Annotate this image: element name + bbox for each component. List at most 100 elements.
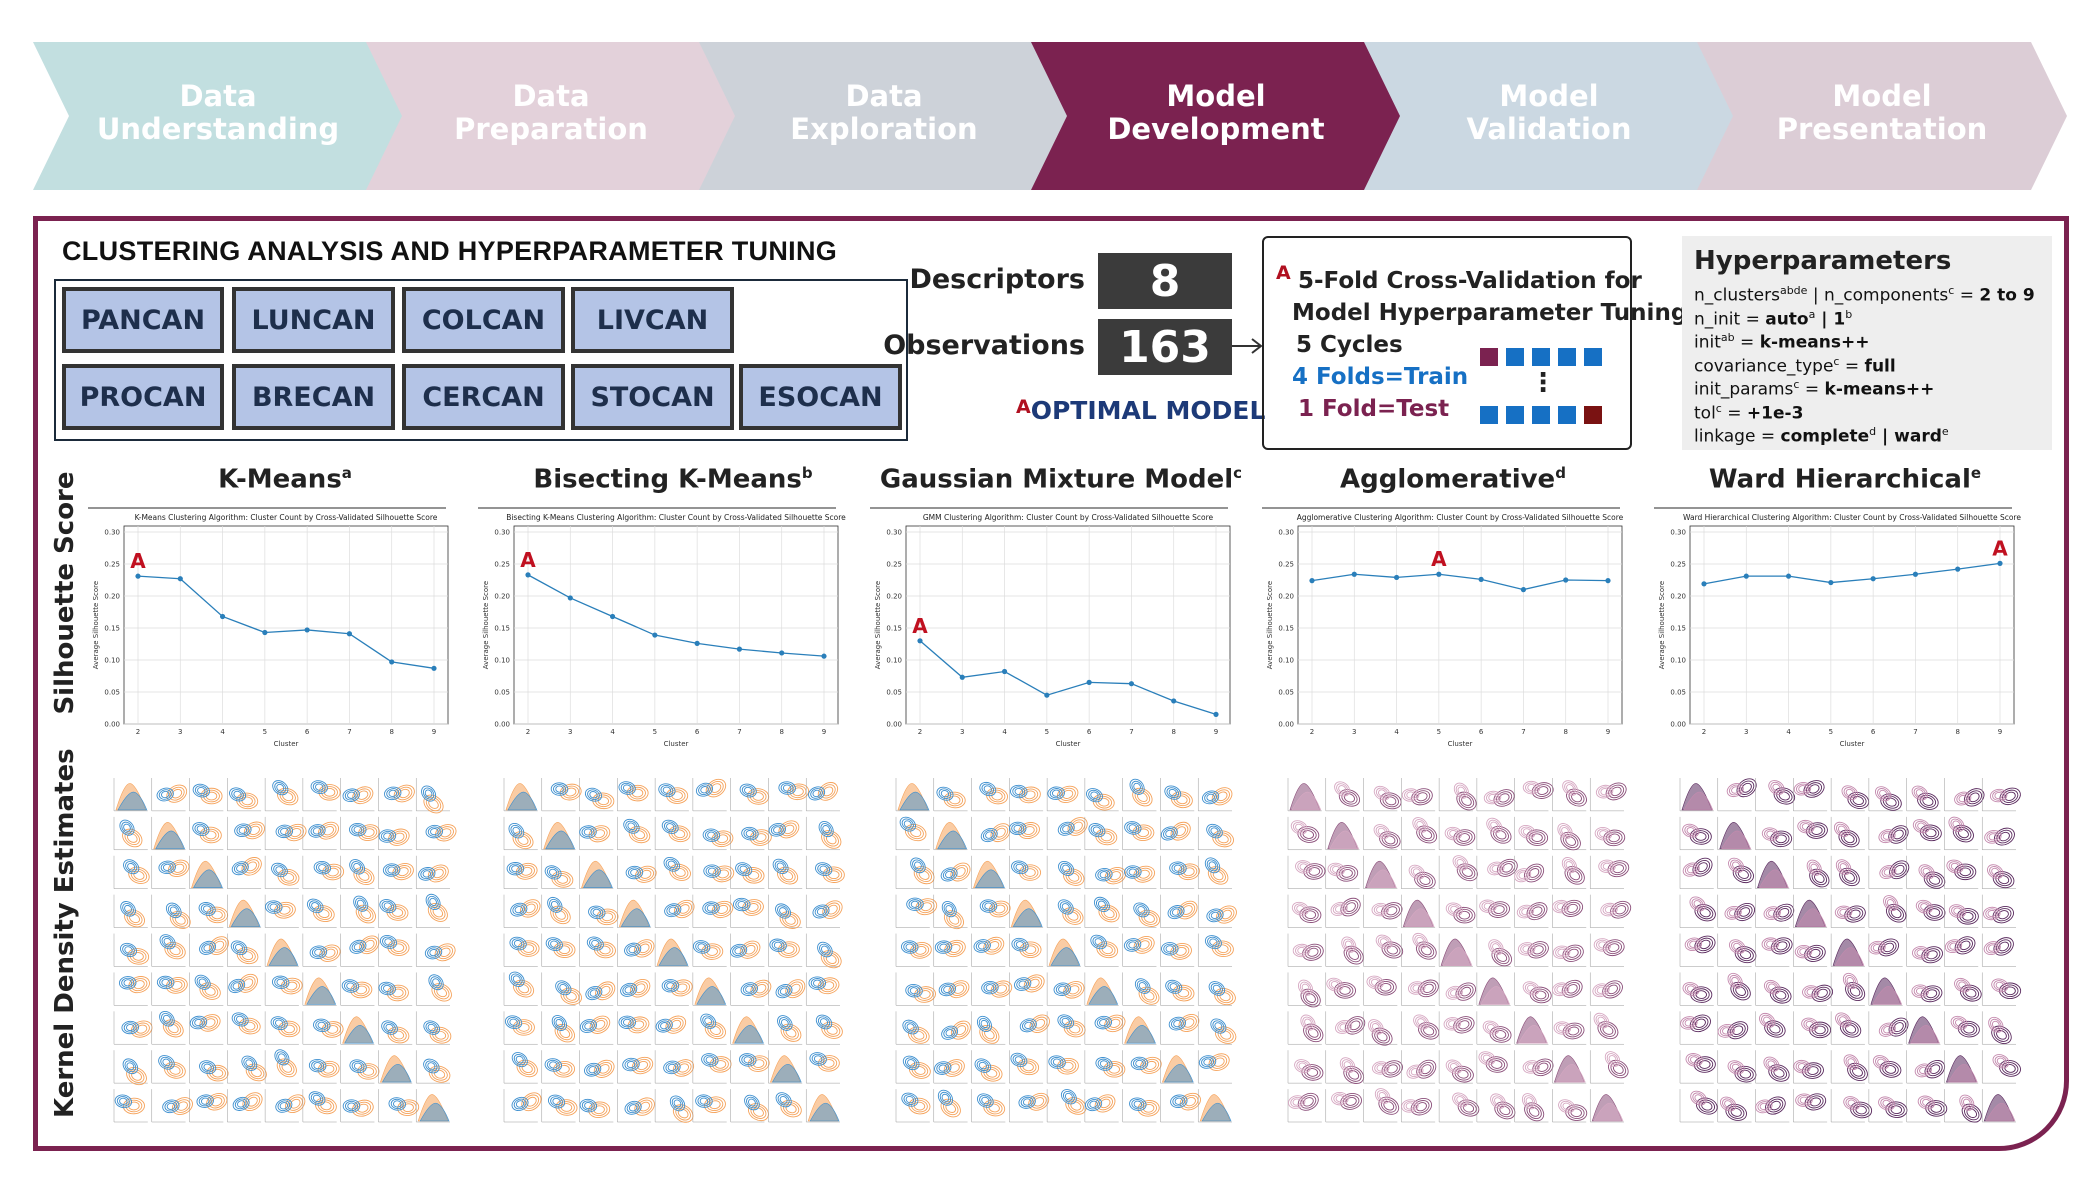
chevron-label-line1: Data bbox=[512, 79, 590, 113]
hyperparameter-line: init_paramsc = k-means++ bbox=[1694, 378, 1935, 400]
cv-ellipsis: ⋮ bbox=[1530, 368, 1556, 398]
data-point bbox=[1701, 581, 1707, 587]
chevron-label-1: Data Understanding bbox=[53, 80, 383, 146]
x-tick-label: 2 bbox=[1702, 728, 1706, 736]
silhouette-chart-2: Bisecting K-Means Clustering Algorithm: … bbox=[478, 507, 846, 748]
hyperparameter-line: initab = k-means++ bbox=[1694, 331, 1870, 353]
optimal-marker: A bbox=[130, 549, 146, 573]
x-tick-label: 7 bbox=[1913, 728, 1917, 736]
data-point bbox=[1001, 668, 1008, 675]
chevron-label-line1: Model bbox=[1166, 79, 1266, 113]
data-point bbox=[1955, 566, 1961, 572]
data-point bbox=[779, 650, 785, 656]
fold-square-cycle-last bbox=[1506, 406, 1524, 424]
y-tick-label: 0.00 bbox=[494, 721, 510, 729]
data-point bbox=[1086, 679, 1092, 685]
data-point bbox=[1171, 698, 1177, 704]
data-point bbox=[736, 646, 743, 652]
y-tick-label: 0.05 bbox=[104, 689, 120, 697]
y-tick-label: 0.15 bbox=[494, 625, 510, 633]
fold-square-cycle-last bbox=[1558, 406, 1576, 424]
data-point bbox=[1309, 578, 1315, 584]
data-point bbox=[1393, 574, 1400, 581]
data-point bbox=[1828, 579, 1834, 586]
y-tick-label: 0.05 bbox=[494, 689, 510, 697]
data-point bbox=[346, 631, 353, 637]
x-tick-label: 6 bbox=[695, 728, 700, 736]
hyperparameter-line: tolc = +1e-3 bbox=[1694, 401, 1804, 424]
chevron-label-line2: Validation bbox=[1466, 112, 1632, 146]
x-tick-label: 2 bbox=[1310, 728, 1314, 736]
x-tick-label: 8 bbox=[389, 728, 393, 736]
silhouette-chart-1: K-Means Clustering Algorithm: Cluster Co… bbox=[88, 507, 449, 748]
x-axis-label: Cluster bbox=[664, 740, 689, 748]
chevron-label-line1: Data bbox=[845, 79, 923, 113]
x-tick-label: 8 bbox=[1955, 728, 1959, 736]
y-tick-label: 0.00 bbox=[1278, 721, 1294, 729]
chevron-label-line2: Understanding bbox=[96, 112, 340, 146]
chevron-step-1 bbox=[33, 42, 403, 190]
chevron-step-6 bbox=[1697, 42, 2067, 190]
cancer-cercan: CERCAN bbox=[402, 364, 565, 430]
data-point bbox=[1044, 692, 1050, 698]
x-tick-label: 4 bbox=[1002, 728, 1007, 736]
hyperparameters-box: Hyperparameters n_clustersabde | n_compo… bbox=[1682, 236, 2052, 450]
cv-test: 1 Fold=Test bbox=[1298, 396, 1450, 422]
row-label-silhouette: Silhouette Score bbox=[50, 471, 80, 715]
cv-cycles: 5 Cycles bbox=[1296, 332, 1403, 358]
x-tick-label: 5 bbox=[1437, 728, 1441, 736]
y-axis-label: Average Silhouette Score bbox=[482, 581, 490, 669]
x-tick-label: 9 bbox=[1606, 728, 1610, 736]
x-tick-label: 4 bbox=[610, 728, 615, 736]
chart-title: Bisecting K-Means Clustering Algorithm: … bbox=[506, 513, 846, 522]
y-tick-label: 0.10 bbox=[494, 657, 510, 665]
y-tick-label: 0.15 bbox=[104, 625, 120, 633]
data-point bbox=[525, 572, 531, 578]
x-tick-label: 4 bbox=[220, 728, 225, 736]
series-line bbox=[527, 574, 825, 657]
x-tick-label: 6 bbox=[1479, 728, 1484, 736]
arrow-right-icon bbox=[1232, 338, 1263, 354]
x-tick-label: 5 bbox=[1829, 728, 1833, 736]
chevron-label-line2: Development bbox=[1107, 112, 1325, 146]
y-axis-label: Average Silhouette Score bbox=[1266, 581, 1274, 669]
y-tick-label: 0.25 bbox=[886, 561, 902, 569]
data-point bbox=[1997, 560, 2003, 566]
algorithm-title-1: K-Meansa bbox=[218, 464, 352, 495]
chevron-label-4: Model Development bbox=[1051, 80, 1381, 146]
series-line bbox=[137, 575, 435, 669]
silhouette-chart-4: Agglomerative Clustering Algorithm: Clus… bbox=[1262, 507, 1624, 748]
x-tick-label: 4 bbox=[1786, 728, 1791, 736]
y-tick-label: 0.30 bbox=[1670, 529, 1686, 537]
chart-title: Ward Hierarchical Clustering Algorithm: … bbox=[1683, 513, 2021, 522]
cancer-esocan: ESOCAN bbox=[739, 364, 902, 430]
cancer-procan: PROCAN bbox=[62, 364, 224, 430]
x-tick-label: 8 bbox=[779, 728, 783, 736]
chevron-step-5 bbox=[1364, 42, 1734, 190]
silhouette-chart-3: GMM Clustering Algorithm: Cluster Count … bbox=[870, 507, 1231, 748]
optimal-marker: A bbox=[1992, 536, 2008, 560]
chevron-label-line1: Data bbox=[179, 79, 257, 113]
chevron-label-line2: Exploration bbox=[790, 112, 978, 146]
chevron-label-line2: Presentation bbox=[1776, 112, 1988, 146]
data-point bbox=[262, 629, 268, 636]
y-tick-label: 0.10 bbox=[1278, 657, 1294, 665]
chevron-step-2 bbox=[366, 42, 736, 190]
y-tick-label: 0.20 bbox=[104, 593, 120, 601]
x-tick-label: 7 bbox=[1129, 728, 1133, 736]
y-tick-label: 0.25 bbox=[1670, 561, 1686, 569]
algorithm-title-3: Gaussian Mixture Modelc bbox=[879, 464, 1243, 495]
fold-square-cycle-last bbox=[1480, 406, 1498, 424]
y-tick-label: 0.15 bbox=[886, 625, 902, 633]
descriptors-label: Descriptors bbox=[909, 264, 1085, 295]
y-tick-label: 0.20 bbox=[494, 593, 510, 601]
x-tick-label: 2 bbox=[526, 728, 530, 736]
x-tick-label: 7 bbox=[1521, 728, 1525, 736]
y-axis-label: Average Silhouette Score bbox=[92, 581, 100, 669]
x-tick-label: 9 bbox=[822, 728, 826, 736]
plot-area bbox=[513, 525, 839, 725]
data-point bbox=[567, 595, 573, 601]
data-point bbox=[652, 632, 658, 638]
cancer-livcan: LIVCAN bbox=[571, 287, 734, 353]
y-tick-label: 0.05 bbox=[1670, 689, 1686, 697]
